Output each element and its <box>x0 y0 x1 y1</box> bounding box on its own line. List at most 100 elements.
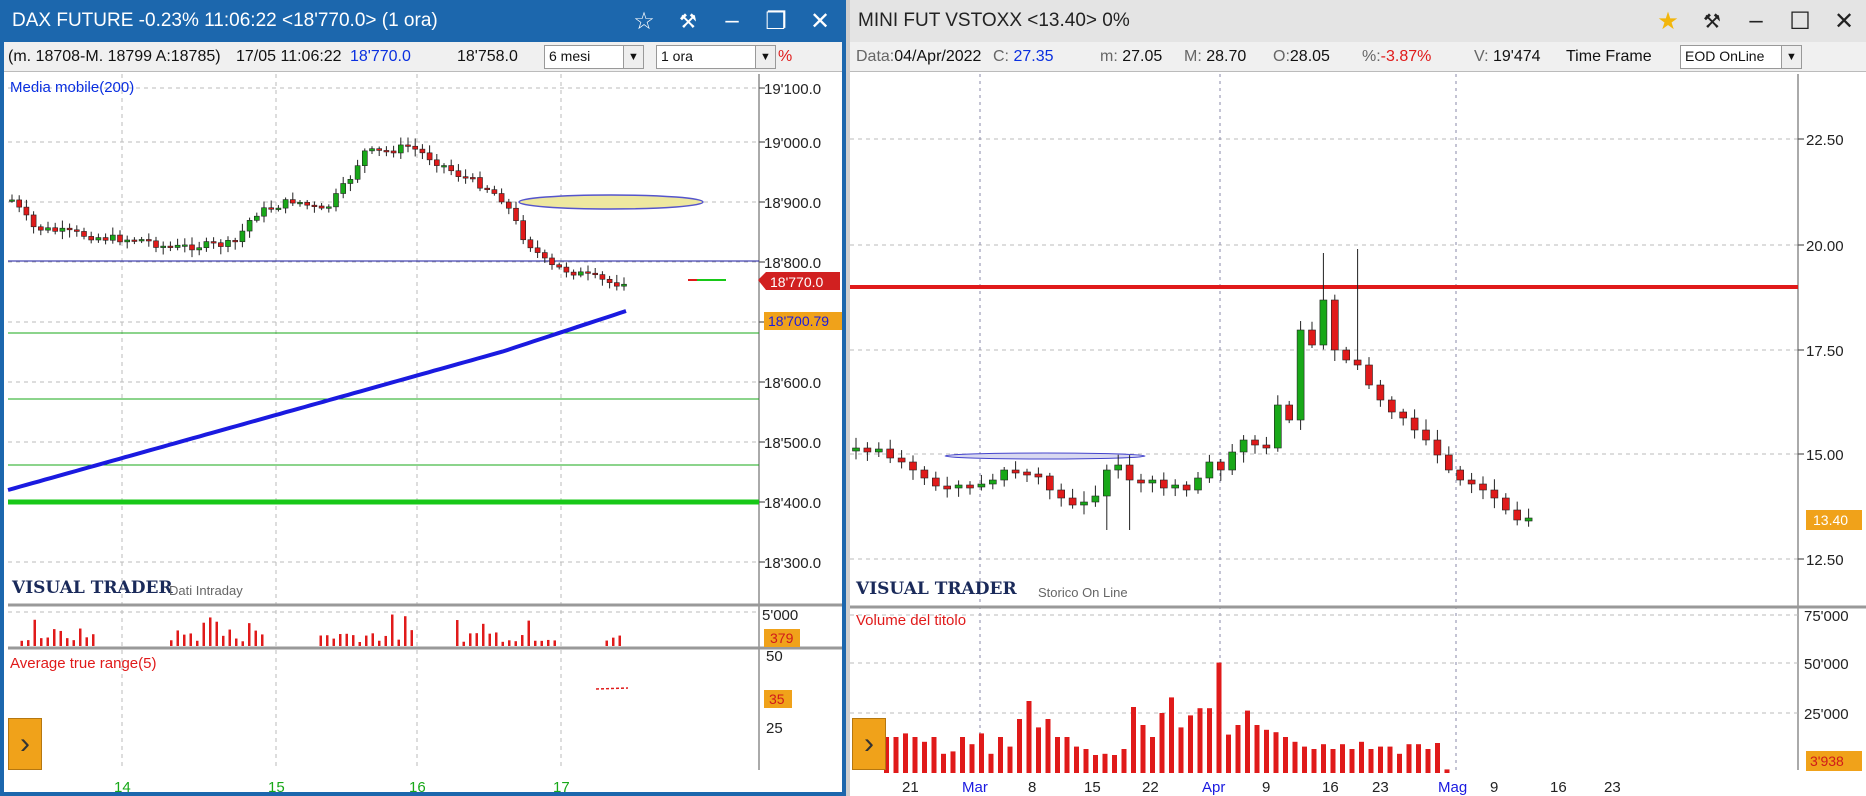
tools-hammer-icon[interactable]: ⚒ <box>679 10 697 33</box>
candle <box>441 165 447 168</box>
candle <box>131 239 138 242</box>
candle <box>275 207 282 210</box>
candle <box>1216 461 1225 471</box>
volume-bar <box>176 630 179 646</box>
vstoxx-title: MINI FUT VSTOXX <13.40> 0% <box>858 10 1130 31</box>
volume-bar <box>501 641 504 646</box>
volume-bar <box>358 641 361 646</box>
volume-bar <box>1188 715 1193 773</box>
volume-bar <box>319 635 322 646</box>
candle <box>1205 461 1214 479</box>
dax-minmax: (m. 18708-M. 18799 A:18785) <box>8 48 221 65</box>
volume-bar <box>1264 729 1269 773</box>
candle <box>9 199 15 202</box>
candle <box>1376 384 1385 401</box>
volume-bar <box>20 640 23 646</box>
volume-bar <box>339 634 342 646</box>
price-tick-label: 17.50 <box>1806 343 1844 360</box>
volume-tick-label: 50'000 <box>1804 656 1849 673</box>
volume-bar <box>1150 737 1155 773</box>
candle <box>534 247 541 253</box>
close-label: C: <box>993 48 1009 65</box>
dax-title-bar[interactable]: DAX FUTURE -0.23% 11:06:22 <18'770.0> (1… <box>4 0 842 42</box>
volume-bar <box>508 640 511 646</box>
volume-bar <box>1226 734 1231 773</box>
price-tick-label: 15.00 <box>1806 447 1844 464</box>
volume-bar <box>950 751 956 773</box>
volume-bar <box>527 620 530 646</box>
candle <box>920 469 929 479</box>
volume-bar <box>27 640 30 646</box>
volume-bar <box>352 635 355 646</box>
price-tick-label: 20.00 <box>1806 238 1844 255</box>
volume-bar <box>1102 753 1108 773</box>
favorite-star-icon[interactable]: ★ <box>1657 7 1679 35</box>
volume-tag: 379 <box>770 630 794 646</box>
candle <box>943 485 951 490</box>
expand-arrow-button[interactable]: › <box>8 718 42 770</box>
tools-hammer-icon[interactable]: ⚒ <box>1703 10 1721 33</box>
candle <box>376 148 383 151</box>
vstoxx-title-bar[interactable]: MINI FUT VSTOXX <13.40> 0% ★ ⚒ – ☐ ✕ <box>850 0 1866 42</box>
volume-bar <box>1387 746 1393 773</box>
ma-indicator-label: Media mobile(200) <box>10 79 135 96</box>
vstoxx-chart[interactable]: 22.50 20.00 17.50 15.00 12.50 21 Mar 8 15 22 Apr 9 1… <box>850 0 1866 796</box>
minimize-icon[interactable]: – <box>725 7 739 34</box>
dax-datetime: 17/05 11:06:22 <box>236 48 342 65</box>
dax-chart[interactable]: 19'100.019'000.018'900.018'800.018'700.0… <box>4 0 846 796</box>
favorite-star-icon[interactable]: ☆ <box>633 7 655 35</box>
candle <box>196 247 202 251</box>
time-frame-select[interactable]: EOD OnLine ▼ <box>1680 45 1802 69</box>
candle <box>189 244 195 251</box>
volume-bar <box>1121 749 1127 773</box>
period-select[interactable]: 6 mesi ▼ <box>544 45 644 69</box>
volume-bar <box>475 633 478 646</box>
candle <box>174 244 181 248</box>
volume-bar <box>222 635 225 646</box>
volume-bar <box>66 638 69 646</box>
volume-bar <box>1216 662 1222 773</box>
close-icon[interactable]: ✕ <box>809 7 831 35</box>
candle <box>1159 479 1168 489</box>
candle <box>419 148 426 154</box>
x-tick-label: Apr <box>1202 779 1225 796</box>
volume-bar <box>248 623 251 646</box>
candle <box>261 207 267 217</box>
ma-tag-bg <box>764 312 842 330</box>
volume-bar <box>254 630 257 646</box>
expand-arrow-button[interactable]: › <box>852 718 886 770</box>
candle <box>1091 495 1100 503</box>
volume-bar <box>1178 727 1184 773</box>
open-value: 28.05 <box>1289 48 1330 65</box>
percent-mark: % <box>778 48 793 65</box>
candle <box>1444 454 1453 471</box>
volume-bar <box>893 737 899 773</box>
candle <box>182 244 188 247</box>
candle <box>297 202 303 205</box>
candle <box>491 189 498 194</box>
candle <box>1068 497 1077 506</box>
volume-bar <box>170 640 173 646</box>
volume-bar <box>72 640 75 646</box>
interval-select[interactable]: 1 ora ▼ <box>656 45 776 69</box>
candle <box>1330 299 1339 351</box>
volume-bar <box>46 637 49 646</box>
candle <box>556 264 563 268</box>
candle <box>1148 479 1157 484</box>
volume-bar <box>469 633 472 646</box>
maximize-icon[interactable]: ❐ <box>765 7 787 35</box>
close-icon[interactable]: ✕ <box>1833 7 1855 35</box>
maximize-icon[interactable]: ☐ <box>1789 7 1811 35</box>
volume-bar <box>488 633 491 646</box>
candle <box>585 271 591 274</box>
volume-bar <box>241 641 244 646</box>
volume-bar <box>397 639 400 646</box>
volume-bar <box>960 737 965 773</box>
x-tick-label: 22 <box>1142 779 1159 796</box>
candle <box>59 227 66 232</box>
volume-bar <box>1026 701 1032 773</box>
price-tick-label: 18'900.0 <box>764 195 821 212</box>
candle <box>95 237 102 241</box>
minimize-icon[interactable]: – <box>1749 7 1763 34</box>
volume-bar <box>1349 749 1355 773</box>
